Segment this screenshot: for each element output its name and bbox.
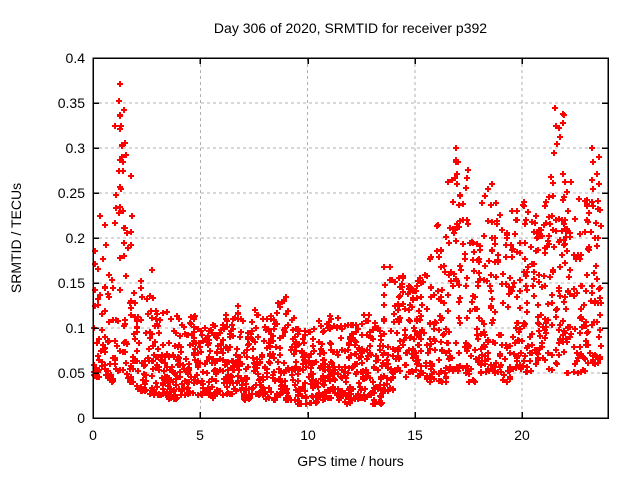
x-tick-label: 10 [300,427,316,443]
y-tick-label: 0 [77,410,85,426]
y-tick-label: 0.4 [65,50,85,66]
x-tick-label: 20 [514,427,530,443]
y-tick-label: 0.2 [65,230,85,246]
x-axis-title: GPS time / hours [297,453,404,469]
y-tick-label: 0.1 [65,320,85,336]
x-tick-label: 5 [196,427,204,443]
scatter-points [91,81,604,407]
y-tick-label: 0.35 [57,95,85,111]
y-tick-label: 0.05 [57,365,85,381]
x-tick-label: 15 [407,427,423,443]
y-tick-label: 0.3 [65,140,85,156]
axis-ticks [92,57,608,419]
y-tick-label: 0.15 [57,275,85,291]
chart-title: Day 306 of 2020, SRMTID for receiver p39… [213,20,488,36]
y-tick-label: 0.25 [57,185,85,201]
x-tick-label: 0 [89,427,97,443]
